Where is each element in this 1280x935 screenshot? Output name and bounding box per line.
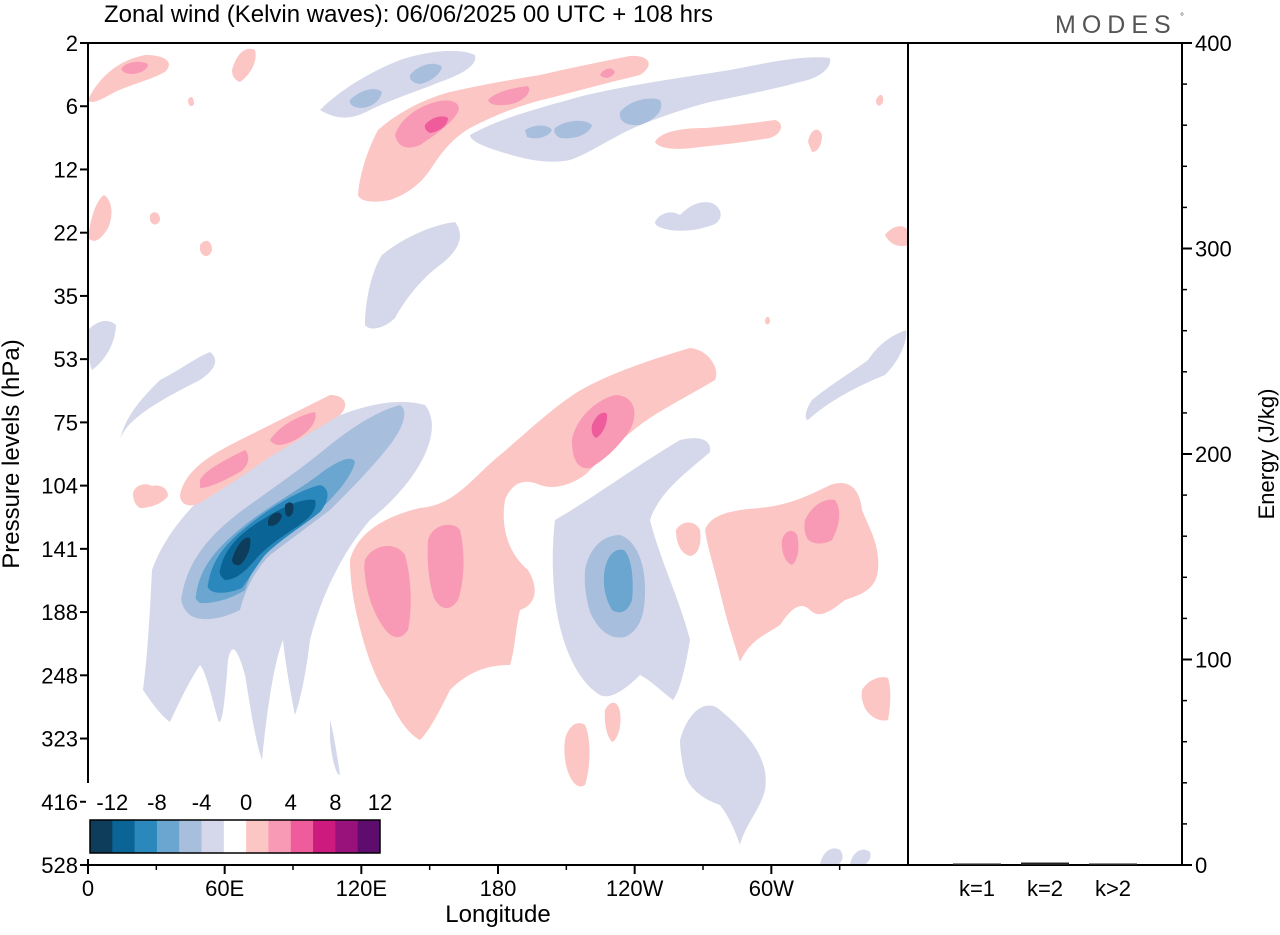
- colorbar-label: 0: [240, 790, 252, 815]
- energy-tick-label: 100: [1195, 648, 1232, 673]
- contour-blue-upper-1: [525, 98, 662, 139]
- colorbar-swatch: [335, 820, 359, 853]
- contour-lavender-band-75: [120, 352, 216, 440]
- contour-lavender-left-edge: [88, 320, 116, 370]
- contour-lavender-small-2: [330, 720, 340, 775]
- colorbar-swatch: [90, 820, 113, 853]
- x-tick-label: 60E: [205, 876, 244, 901]
- energy-bar: [1089, 863, 1137, 865]
- longitude-axis: 0 60E 120E 180 120W 60W: [82, 865, 841, 901]
- x-tick-label: 120E: [336, 876, 387, 901]
- y-tick-label: 248: [41, 663, 78, 688]
- colorbar-swatch: [313, 820, 336, 853]
- y-tick-label: 528: [41, 853, 78, 878]
- colorbar-swatch: [357, 820, 381, 853]
- contour-pink-mid-center-1: [364, 545, 411, 638]
- contour-pink-22-left: [88, 195, 112, 241]
- contour-pink-deep-upper: [424, 116, 448, 133]
- contour-blue-core: [232, 502, 294, 566]
- x-tick-label: 60W: [749, 876, 794, 901]
- energy-tick-label: 200: [1195, 442, 1232, 467]
- x-tick-label: 0: [82, 876, 94, 901]
- y-tick-label: 12: [54, 157, 78, 182]
- y-tick-label: 323: [41, 727, 78, 752]
- chart-title: Zonal wind (Kelvin waves): 06/06/2025 00…: [104, 1, 713, 28]
- colorbar-swatch: [156, 820, 180, 853]
- contour-blue-center-mid: [603, 549, 633, 613]
- contour-pink-lower-center: [350, 348, 717, 740]
- modes-logo: MODES: [1055, 11, 1177, 39]
- colorbar-swatch: [179, 820, 203, 853]
- energy-category-label: k=2: [1027, 876, 1063, 901]
- contour-pink-upper-left: [88, 55, 169, 103]
- y-tick-label: 75: [54, 410, 78, 435]
- energy-bar: [953, 863, 1001, 865]
- contour-lavender-22: [365, 222, 460, 329]
- energy-tick-label: 0: [1195, 853, 1207, 878]
- contour-pink-mid-center-2: [427, 524, 464, 609]
- contour-pink-mid-right: [781, 499, 840, 565]
- contour-lavender-small-1: [655, 202, 721, 231]
- main-plot-frame: [87, 42, 909, 866]
- colorbar-swatch: [223, 820, 247, 853]
- x-tick-label: 180: [480, 876, 517, 901]
- energy-axis-label: Energy (J/kg): [1254, 389, 1279, 520]
- energy-tick-label: 300: [1195, 237, 1232, 262]
- modes-logo-mark: °: [1180, 12, 1184, 23]
- energy-tick-label: 400: [1195, 31, 1232, 56]
- contour-blue-upper-2: [349, 63, 442, 108]
- contour-pink-upper-small: [232, 48, 256, 82]
- y-tick-label: 104: [41, 474, 78, 499]
- y-tick-label: 2: [66, 31, 78, 56]
- y-tick-label: 53: [54, 347, 78, 372]
- colorbar: -12 -8 -4 0 4 8 12: [86, 783, 392, 859]
- colorbar-label: 8: [329, 790, 341, 815]
- y-tick-label: 35: [54, 284, 78, 309]
- x-axis-label: Longitude: [445, 901, 550, 928]
- y-tick-label: 6: [66, 94, 78, 119]
- contour-pink-upper-band: [358, 55, 649, 202]
- y-tick-label: 141: [41, 537, 78, 562]
- energy-bars: k=1 k=2 k>2: [953, 862, 1137, 901]
- colorbar-label: 12: [368, 790, 392, 815]
- contour-pink-right-block: [705, 482, 879, 662]
- y-tick-label: 188: [41, 600, 78, 625]
- colorbar-label: -12: [96, 790, 128, 815]
- y-axis-label: Pressure levels (hPa): [0, 339, 25, 568]
- contour-lavender-low-center: [680, 705, 766, 845]
- contour-field: [88, 48, 908, 865]
- colorbar-swatch: [112, 820, 136, 853]
- contour-pink-upper-right: [655, 120, 782, 149]
- y-tick-label: 22: [54, 221, 78, 246]
- colorbar-swatch: [246, 820, 269, 853]
- contour-pink-low-left: [133, 484, 168, 508]
- energy-axis: 0 100 200 300 400: [1182, 31, 1232, 878]
- energy-category-label: k=1: [959, 876, 995, 901]
- colorbar-swatch: [201, 820, 225, 853]
- contour-pink-mid-band: [200, 412, 316, 488]
- contour-lavender-bottom-right: [820, 848, 871, 865]
- x-tick-label: 120W: [606, 876, 664, 901]
- y-tick-label: 416: [41, 790, 78, 815]
- colorbar-label: 4: [285, 790, 297, 815]
- colorbar-frame: [89, 819, 381, 854]
- contour-pink-22-right: [885, 226, 908, 247]
- pressure-axis: 2 6 12 22 35 53 75 104 141 188 248 323 416 528: [41, 31, 88, 878]
- contour-pink-mid-75: [572, 395, 635, 469]
- colorbar-swatch: [290, 820, 314, 853]
- colorbar-swatch: [134, 820, 158, 853]
- colorbar-label: -4: [192, 790, 212, 815]
- energy-bar: [1021, 862, 1069, 865]
- contour-pink-deep-75: [591, 412, 608, 438]
- colorbar-swatch: [268, 820, 292, 853]
- colorbar-label: -8: [147, 790, 167, 815]
- energy-plot-frame: [907, 42, 1183, 866]
- energy-category-label: k>2: [1095, 876, 1131, 901]
- contour-pink-small-right: [808, 94, 884, 152]
- contour-lavender-right-75: [805, 330, 907, 420]
